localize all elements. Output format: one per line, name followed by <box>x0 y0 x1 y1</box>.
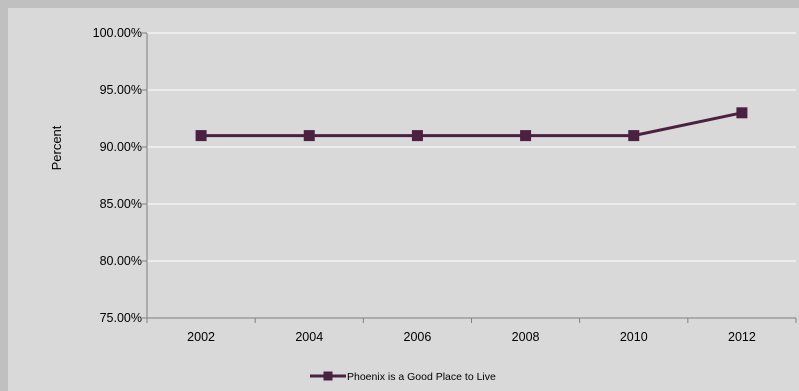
series-layer <box>195 107 748 142</box>
series-line <box>201 111 743 138</box>
data-point-2012 <box>736 107 748 119</box>
axes <box>142 32 797 323</box>
gridlines <box>147 32 796 262</box>
data-point-2006 <box>411 130 423 142</box>
legend-label: Phoenix is a Good Place to Live <box>347 371 496 383</box>
x-tick-label-2010: 2010 <box>620 330 648 344</box>
y-axis-title: Percent <box>49 125 64 170</box>
y-tick-label-2: 85.00% <box>100 197 142 211</box>
x-tick-label-2002: 2002 <box>187 330 215 344</box>
data-point-2010 <box>628 130 640 142</box>
y-tick-labels: 75.00% 80.00% 85.00% 90.00% 95.00% 100.00% <box>93 26 142 325</box>
data-point-2008 <box>520 130 532 142</box>
x-tick-labels: 2002 2004 2006 2008 2010 2012 <box>187 330 756 344</box>
x-tick-label-2012: 2012 <box>728 330 756 344</box>
y-tick-label-4: 95.00% <box>100 83 142 97</box>
data-point-2004 <box>303 130 315 142</box>
legend: Phoenix is a Good Place to Live <box>310 371 496 383</box>
y-tick-label-0: 75.00% <box>100 311 142 325</box>
x-tick-label-2004: 2004 <box>295 330 323 344</box>
line-chart: 75.00% 80.00% 85.00% 90.00% 95.00% 100.00% 20… <box>49 26 797 383</box>
y-tick-label-1: 80.00% <box>100 254 142 268</box>
x-tick-label-2008: 2008 <box>512 330 540 344</box>
y-tick-label-5: 100.00% <box>93 26 142 40</box>
legend-marker-swatch <box>323 371 333 381</box>
chart-frame: 75.00% 80.00% 85.00% 90.00% 95.00% 100.00% 20… <box>8 8 799 391</box>
y-tick-label-3: 90.00% <box>100 140 142 154</box>
data-point-2002 <box>195 130 207 142</box>
x-tick-label-2006: 2006 <box>404 330 432 344</box>
